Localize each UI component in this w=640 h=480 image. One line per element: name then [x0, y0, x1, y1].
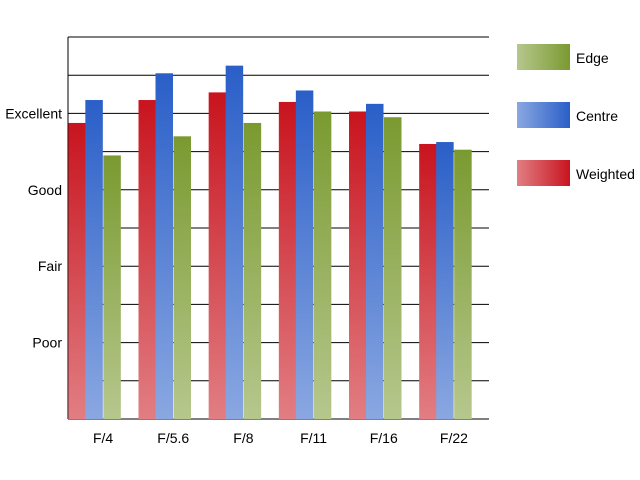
- x-tick-label: F/5.6: [157, 430, 189, 446]
- x-tick-label: F/11: [300, 430, 327, 446]
- x-tick-label: F/22: [440, 430, 468, 446]
- legend-swatch-centre: [517, 102, 570, 128]
- bar-weighted-6: [419, 143, 437, 419]
- bar-weighted-4: [278, 101, 297, 419]
- bar-centre-5: [366, 103, 384, 419]
- bar-centre-1: [85, 100, 103, 419]
- bar-centre-4: [295, 90, 314, 419]
- y-tick-labels: Poor Fair Good Excellent: [5, 105, 62, 350]
- bar-edge-4: [313, 111, 332, 420]
- bar-weighted-3: [208, 92, 227, 419]
- legend-swatch-weighted: [517, 160, 570, 186]
- bar-weighted-1: [68, 122, 86, 419]
- bar-edge-2: [173, 136, 191, 419]
- x-tick-label: F/16: [370, 430, 398, 446]
- bars: [68, 65, 472, 420]
- x-tick-labels: F/4 F/5.6 F/8 F/11 F/16 F/22: [93, 430, 468, 446]
- bar-weighted-2: [138, 100, 156, 419]
- y-tick-label: Good: [28, 182, 62, 198]
- axes: [67, 37, 489, 420]
- legend-label-weighted: Weighted: [576, 166, 635, 182]
- bar-edge-6: [454, 149, 472, 419]
- bar-centre-6: [436, 142, 454, 420]
- legend-label-centre: Centre: [576, 108, 618, 124]
- x-tick-label: F/8: [233, 430, 253, 446]
- legend: Edge Centre Weighted: [517, 44, 635, 186]
- bar-weighted-5: [349, 111, 367, 420]
- x-tick-label: F/4: [93, 430, 113, 446]
- bar-edge-3: [243, 122, 262, 419]
- bar-centre-3: [225, 65, 244, 420]
- y-tick-label: Fair: [38, 258, 62, 274]
- bar-edge-5: [384, 117, 402, 419]
- bar-centre-2: [155, 73, 173, 419]
- bar-edge-1: [103, 155, 121, 420]
- gridlines: [68, 36, 489, 382]
- legend-label-edge: Edge: [576, 50, 609, 66]
- legend-swatch-edge: [517, 44, 570, 70]
- y-tick-label: Poor: [32, 335, 62, 351]
- y-tick-label: Excellent: [5, 105, 62, 121]
